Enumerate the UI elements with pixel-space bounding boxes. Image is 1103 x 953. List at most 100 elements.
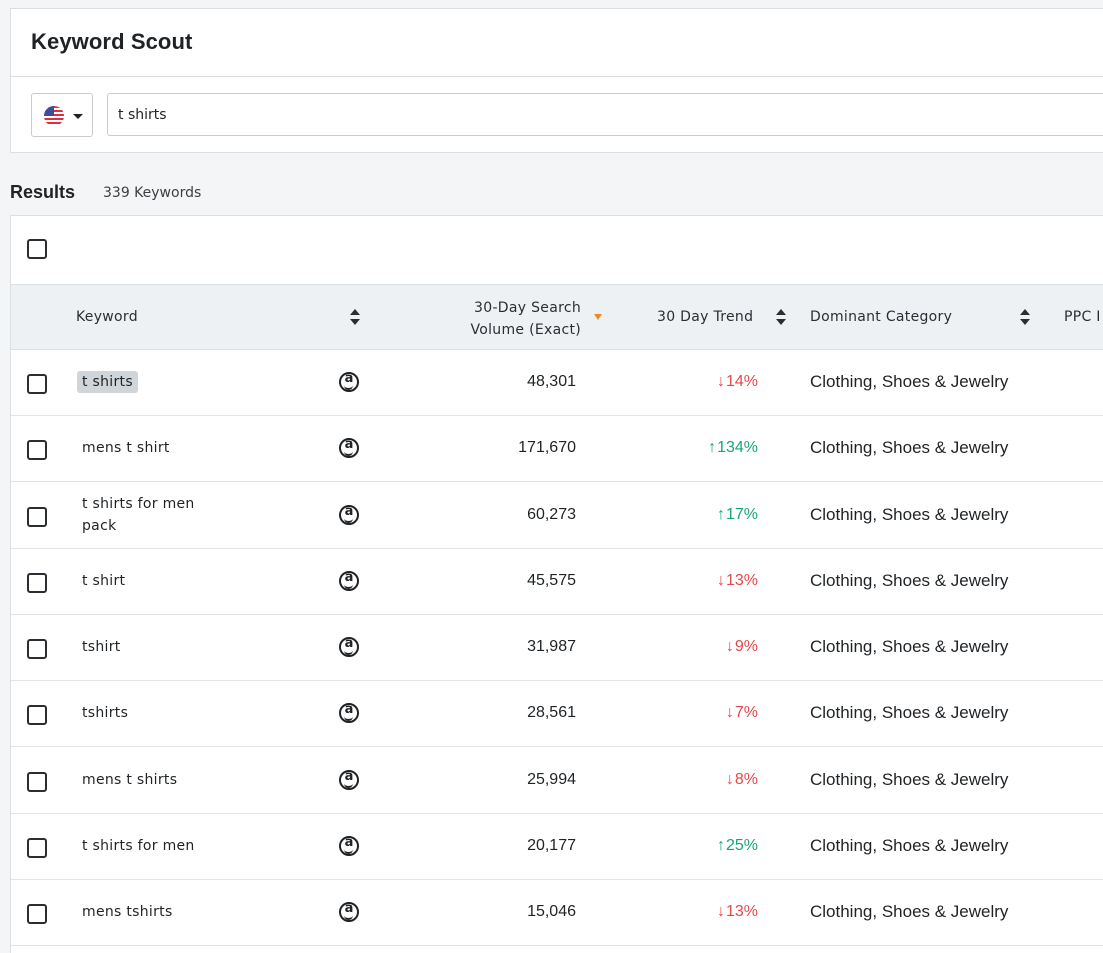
row-checkbox[interactable] [27,440,47,461]
results-heading: Results [10,182,76,202]
trend-cell: ↑25% [658,835,758,857]
table-row[interactable]: tshirt 31,987 ↓9% Clothing, Shoes & Jewelry [11,615,1103,681]
search-volume-cell: 60,273 [527,505,576,523]
search-volume-cell: 171,670 [518,439,576,457]
category-cell: Clothing, Shoes & Jewelry [810,504,1009,524]
arrow-down-icon: ↓ [716,373,725,390]
table-row[interactable]: tshirts 28,561 ↓7% Clothing, Shoes & Jewelr… [11,681,1103,748]
column-header-trend[interactable]: 30 Day Trend [657,309,754,325]
amazon-icon[interactable] [339,636,359,657]
category-cell: Clothing, Shoes & Jewelry [810,835,1009,855]
amazon-icon[interactable] [339,835,359,856]
arrow-up-icon: ↑ [716,505,725,523]
category-cell: Clothing, Shoes & Jewelry [810,372,1009,391]
trend-cell: ↓13% [658,570,758,592]
sort-descending-icon[interactable] [594,314,602,320]
row-checkbox[interactable] [27,705,47,726]
column-header-volume[interactable]: 30-Day Search Volume (Exact) [470,300,581,338]
column-header-ppc[interactable]: PPC I [1064,309,1101,325]
table-row[interactable]: mens t shirts 25,994 ↓8% Clothing, Shoes & … [11,747,1103,814]
divider [11,76,1103,77]
trend-value: 13% [725,903,758,920]
results-count: 339 Keywords [103,185,202,201]
table-row[interactable]: mens t shirt 171,670 ↑134% Clothing, Shoes … [11,416,1103,483]
search-volume-cell: 20,177 [527,836,576,854]
sort-category-icon[interactable] [1020,309,1030,327]
search-volume-cell: 25,994 [527,770,576,788]
arrow-down-icon: ↓ [716,571,725,589]
amazon-icon[interactable] [339,371,359,392]
table-row[interactable]: t shirts for men pack 60,273 ↑17% Clothing,… [11,482,1103,549]
search-volume-cell: 45,575 [527,571,576,589]
table-row[interactable]: mens tshirts 15,046 ↓13% Clothing, Shoes & … [11,880,1103,946]
row-checkbox[interactable] [27,639,47,659]
sort-keyword-icon[interactable] [350,309,360,327]
keyword-cell[interactable]: tshirts [82,705,129,722]
page-title: Keyword Scout [31,29,193,54]
row-checkbox[interactable] [27,506,47,527]
select-all-checkbox[interactable] [27,239,47,259]
us-flag-icon [44,106,64,126]
sort-trend-icon[interactable] [776,309,786,327]
search-panel: Keyword Scout [10,8,1103,153]
row-checkbox[interactable] [27,837,47,858]
table-row[interactable]: t shirts 48,301 ↓14% Clothing, Shoes & Jewe… [11,350,1103,416]
search-volume-cell: 48,301 [527,373,576,390]
row-checkbox[interactable] [27,771,47,792]
search-input[interactable] [107,93,1103,136]
keyword-cell[interactable]: t shirts for men pack [82,495,195,534]
trend-value: 17% [725,505,758,523]
trend-value: 8% [734,770,758,788]
column-header-category[interactable]: Dominant Category [810,309,953,325]
keyword-cell[interactable]: mens tshirts [82,904,173,920]
arrow-down-icon: ↓ [725,704,734,722]
search-volume-cell: 31,987 [527,638,576,655]
trend-value: 9% [734,638,758,655]
trend-value: 14% [725,373,758,390]
amazon-icon[interactable] [339,504,359,525]
trend-cell: ↓8% [658,769,758,791]
category-cell: Clothing, Shoes & Jewelry [810,902,1009,921]
table-header: Keyword 30-Day Search Volume (Exact) 30 … [11,284,1103,350]
arrow-down-icon: ↓ [716,903,725,920]
arrow-up-icon: ↑ [708,439,717,457]
results-table: Keyword 30-Day Search Volume (Exact) 30 … [10,215,1103,953]
keyword-cell[interactable]: t shirt [82,572,126,589]
trend-value: 134% [717,439,758,457]
arrow-down-icon: ↓ [725,638,734,655]
trend-cell: ↓7% [658,702,758,724]
trend-cell: ↑17% [658,504,758,526]
search-volume-cell: 15,046 [527,903,576,920]
country-selector[interactable] [31,93,93,137]
row-checkbox[interactable] [27,374,47,394]
amazon-icon[interactable] [339,901,359,922]
keyword-cell[interactable]: mens t shirts [82,771,178,788]
keyword-cell[interactable]: tshirt [82,639,121,655]
trend-cell: ↓9% [658,636,758,658]
keyword-cell[interactable]: mens t shirt [82,440,170,457]
arrow-down-icon: ↓ [725,770,734,788]
keyword-cell[interactable]: t shirts [77,371,138,393]
category-cell: Clothing, Shoes & Jewelry [810,570,1009,590]
trend-cell: ↓13% [658,901,758,923]
trend-value: 13% [725,571,758,589]
arrow-up-icon: ↑ [716,836,725,854]
trend-value: 7% [734,704,758,722]
row-checkbox[interactable] [27,904,47,924]
table-row[interactable]: t shirts for men 20,177 ↑25% Clothing, Shoe… [11,813,1103,880]
column-header-keyword[interactable]: Keyword [76,309,138,325]
category-cell: Clothing, Shoes & Jewelry [810,703,1009,723]
table-row[interactable]: t shirt 45,575 ↓13% Clothing, Shoes & Jewel… [11,548,1103,615]
amazon-icon[interactable] [339,570,359,591]
row-checkbox[interactable] [27,572,47,593]
trend-cell: ↑134% [658,437,758,459]
trend-cell: ↓14% [658,371,758,393]
category-cell: Clothing, Shoes & Jewelry [810,769,1009,789]
chevron-down-icon [73,114,83,119]
amazon-icon[interactable] [339,702,359,724]
category-cell: Clothing, Shoes & Jewelry [810,637,1009,656]
trend-value: 25% [725,836,758,854]
amazon-icon[interactable] [339,769,359,790]
amazon-icon[interactable] [339,437,359,459]
keyword-cell[interactable]: t shirts for men [82,837,195,854]
